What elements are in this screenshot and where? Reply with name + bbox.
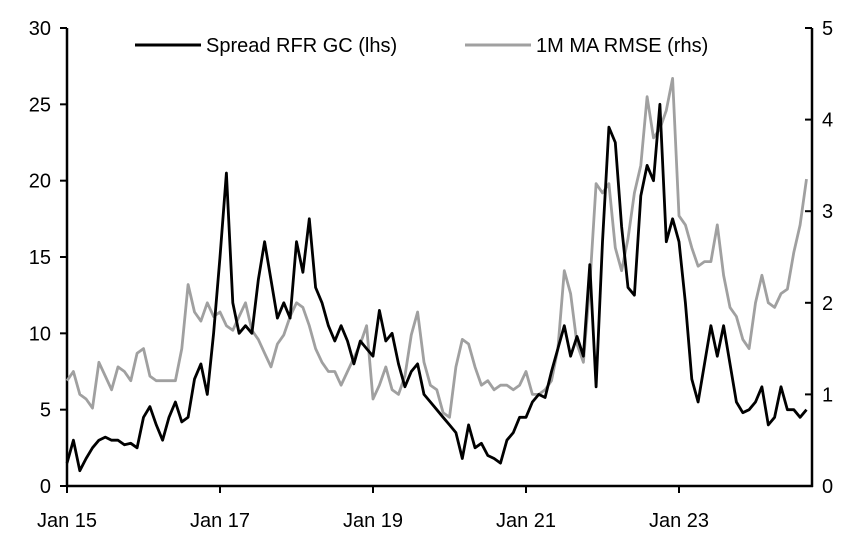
left-tick-label: 0 <box>40 476 51 498</box>
x-tick-label: Jan 19 <box>343 510 403 532</box>
right-tick-label: 3 <box>822 201 833 223</box>
legend-label-rmse: 1M MA RMSE (rhs) <box>536 35 708 57</box>
left-tick-label: 25 <box>29 94 51 116</box>
series-lines <box>65 77 808 473</box>
right-tick-label: 2 <box>822 293 833 315</box>
x-tick-label: Jan 21 <box>496 510 556 532</box>
right-tick-label: 1 <box>822 384 833 406</box>
right-tick-label: 0 <box>822 476 833 498</box>
x-tick-label: Jan 15 <box>37 510 97 532</box>
left-tick-label: 30 <box>29 18 51 40</box>
axes: 0 5 10 15 20 25 30 0 1 2 3 4 5 Jan 15 Jan 17 Jan 19 Jan … <box>29 18 833 532</box>
right-tick-label: 5 <box>822 18 833 40</box>
left-tick-label: 5 <box>40 400 51 422</box>
legend-label-spread: Spread RFR GC (lhs) <box>206 35 397 57</box>
series-line-1m-ma-rmse <box>65 77 808 419</box>
left-tick-label: 20 <box>29 171 51 193</box>
legend: Spread RFR GC (lhs) 1M MA RMSE (rhs) <box>135 35 708 57</box>
series-line-spread-rfr-gc <box>65 102 808 473</box>
left-tick-label: 10 <box>29 323 51 345</box>
right-tick-label: 4 <box>822 110 833 132</box>
x-tick-label: Jan 17 <box>190 510 250 532</box>
x-tick-label: Jan 23 <box>649 510 709 532</box>
left-tick-label: 15 <box>29 247 51 269</box>
